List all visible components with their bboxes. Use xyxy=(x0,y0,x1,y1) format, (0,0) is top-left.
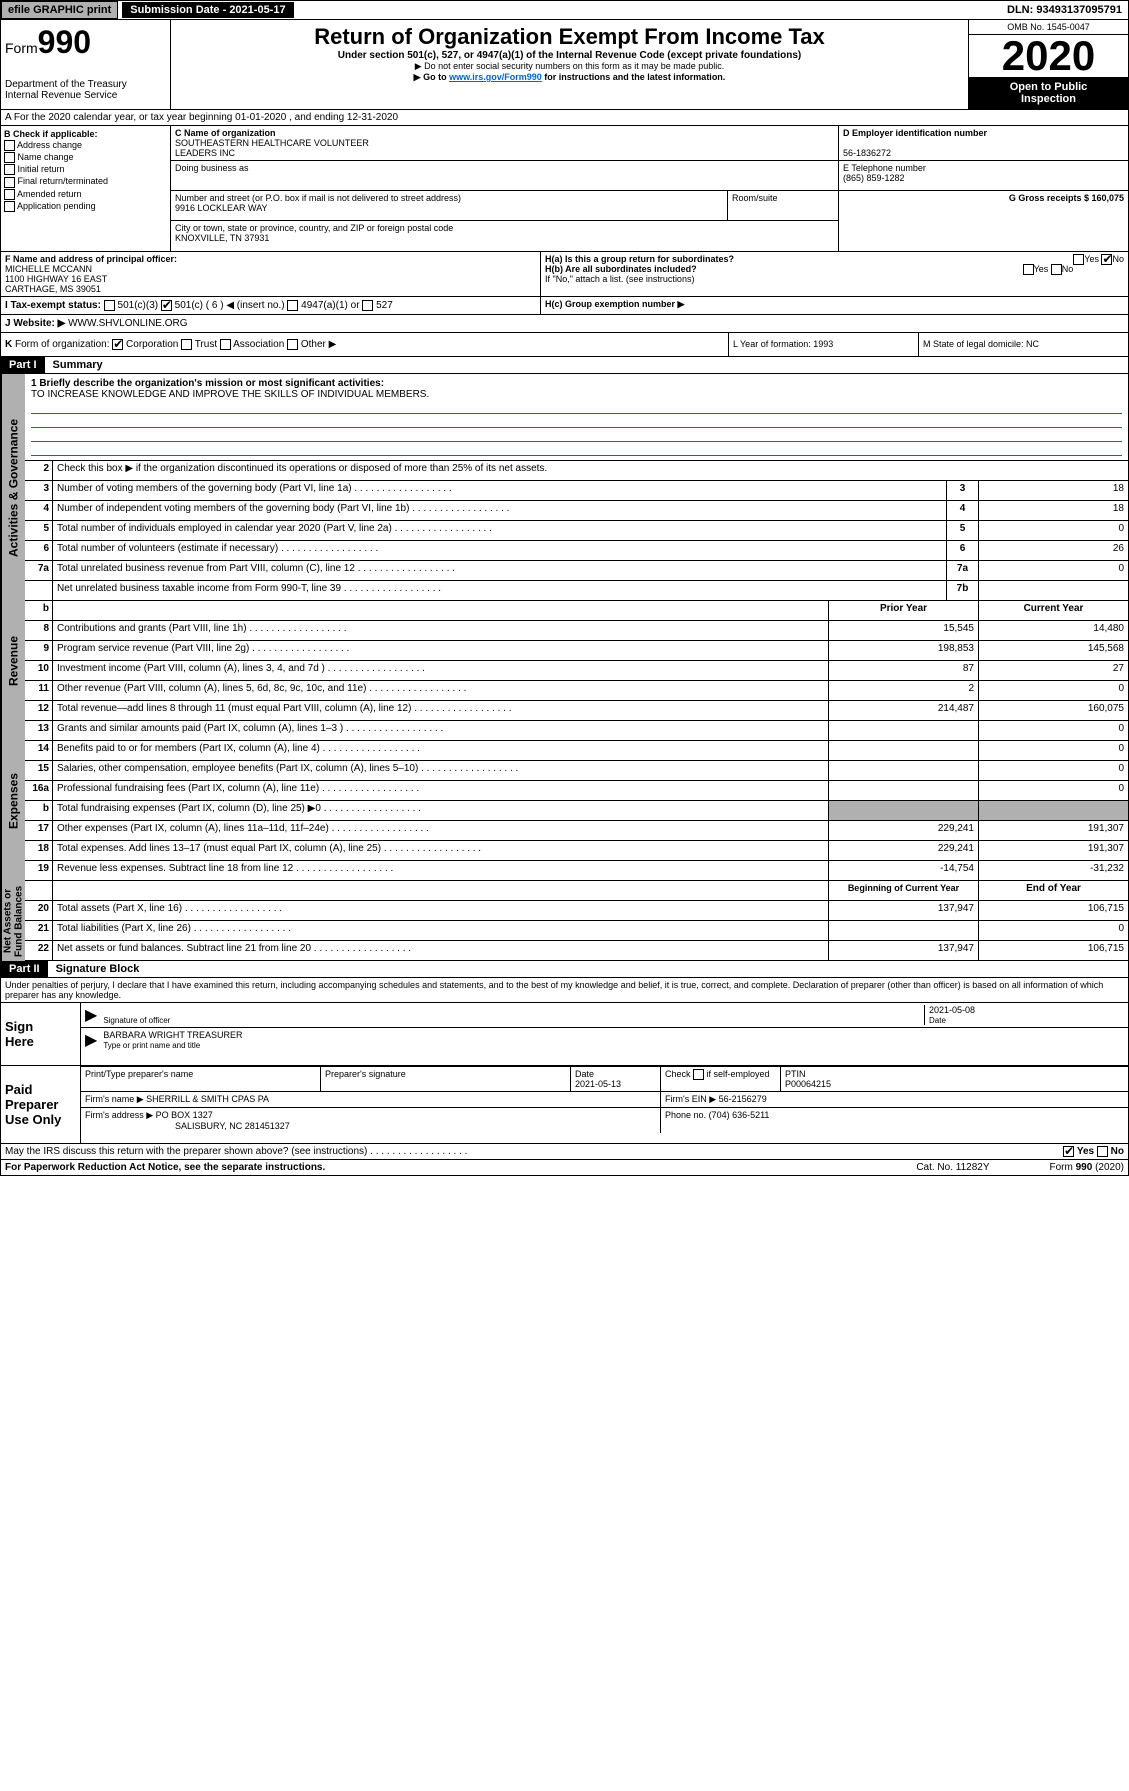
form-ref: Form 990 (2020) xyxy=(1050,1162,1124,1173)
form-subtitle: Under section 501(c), 527, or 4947(a)(1)… xyxy=(175,50,964,61)
top-bar: efile GRAPHIC print Submission Date - 20… xyxy=(0,0,1129,20)
part1-governance: Activities & Governance 1 Briefly descri… xyxy=(0,374,1129,601)
discuss-row: May the IRS discuss this return with the… xyxy=(0,1144,1129,1160)
efile-button[interactable]: efile GRAPHIC print xyxy=(1,1,118,19)
part1-netassets: Net Assets or Fund Balances Beginning of… xyxy=(0,881,1129,961)
form-number: Form990 xyxy=(5,24,166,61)
table-row: 9Program service revenue (Part VIII, lin… xyxy=(25,641,1129,661)
note-goto: ▶ Go to www.irs.gov/Form990 for instruct… xyxy=(175,72,964,83)
tax-year: 2020 xyxy=(969,35,1128,77)
box-j: J Website: ▶ WWW.SHVLONLINE.ORG xyxy=(0,315,1129,333)
table-row: 6Total number of volunteers (estimate if… xyxy=(25,541,1129,561)
table-row: Net unrelated business taxable income fr… xyxy=(25,581,1129,601)
section-i: I Tax-exempt status: 501(c)(3) 501(c) ( … xyxy=(0,297,1129,315)
dln: DLN: 93493137095791 xyxy=(1001,2,1128,18)
table-row: 21Total liabilities (Part X, line 26)0 xyxy=(25,921,1129,941)
part1-expenses: Expenses 13Grants and similar amounts pa… xyxy=(0,721,1129,881)
form-title: Return of Organization Exempt From Incom… xyxy=(175,24,964,50)
form-header: Form990 Department of the Treasury Inter… xyxy=(0,20,1129,110)
table-row: 19Revenue less expenses. Subtract line 1… xyxy=(25,861,1129,881)
section-a: A For the 2020 calendar year, or tax yea… xyxy=(0,110,1129,126)
open-public: Open to Public Inspection xyxy=(969,77,1128,109)
irs-link[interactable]: www.irs.gov/Form990 xyxy=(449,72,542,82)
box-deg: D Employer identification number56-18362… xyxy=(838,126,1128,251)
section-klm: K Form of organization: Corporation Trus… xyxy=(0,333,1129,357)
note-ssn: ▶ Do not enter social security numbers o… xyxy=(175,61,964,72)
part1-header: Part ISummary xyxy=(0,357,1129,374)
table-row: 12Total revenue—add lines 8 through 11 (… xyxy=(25,701,1129,721)
section-fh: F Name and address of principal officer:… xyxy=(0,252,1129,297)
table-row: 11Other revenue (Part VIII, column (A), … xyxy=(25,681,1129,701)
box-c: C Name of organizationSOUTHEASTERN HEALT… xyxy=(171,126,838,251)
table-row: 13Grants and similar amounts paid (Part … xyxy=(25,721,1129,741)
box-f: F Name and address of principal officer:… xyxy=(1,252,541,296)
table-row: 3Number of voting members of the governi… xyxy=(25,481,1129,501)
table-row: 17Other expenses (Part IX, column (A), l… xyxy=(25,821,1129,841)
table-row: 15Salaries, other compensation, employee… xyxy=(25,761,1129,781)
table-row: 7aTotal unrelated business revenue from … xyxy=(25,561,1129,581)
box-b: B Check if applicable: Address change Na… xyxy=(1,126,171,251)
part2-header: Part IISignature Block xyxy=(0,961,1129,978)
section-bcdefg: B Check if applicable: Address change Na… xyxy=(0,126,1129,252)
box-h: H(a) Is this a group return for subordin… xyxy=(541,252,1128,296)
table-row: 5Total number of individuals employed in… xyxy=(25,521,1129,541)
table-row: 16aProfessional fundraising fees (Part I… xyxy=(25,781,1129,801)
table-row: 8Contributions and grants (Part VIII, li… xyxy=(25,621,1129,641)
table-row: 20Total assets (Part X, line 16)137,9471… xyxy=(25,901,1129,921)
department: Department of the Treasury Internal Reve… xyxy=(5,79,166,101)
footer: For Paperwork Reduction Act Notice, see … xyxy=(0,1160,1129,1176)
part1-revenue: Revenue bPrior YearCurrent Year 8Contrib… xyxy=(0,601,1129,721)
table-row: 4Number of independent voting members of… xyxy=(25,501,1129,521)
table-row: bTotal fundraising expenses (Part IX, co… xyxy=(25,801,1129,821)
table-row: 18Total expenses. Add lines 13–17 (must … xyxy=(25,841,1129,861)
table-row: 22Net assets or fund balances. Subtract … xyxy=(25,941,1129,961)
table-row: 10Investment income (Part VIII, column (… xyxy=(25,661,1129,681)
submission-date: Submission Date - 2021-05-17 xyxy=(122,2,293,18)
table-row: 14Benefits paid to or for members (Part … xyxy=(25,741,1129,761)
signature-block: Under penalties of perjury, I declare th… xyxy=(0,978,1129,1144)
